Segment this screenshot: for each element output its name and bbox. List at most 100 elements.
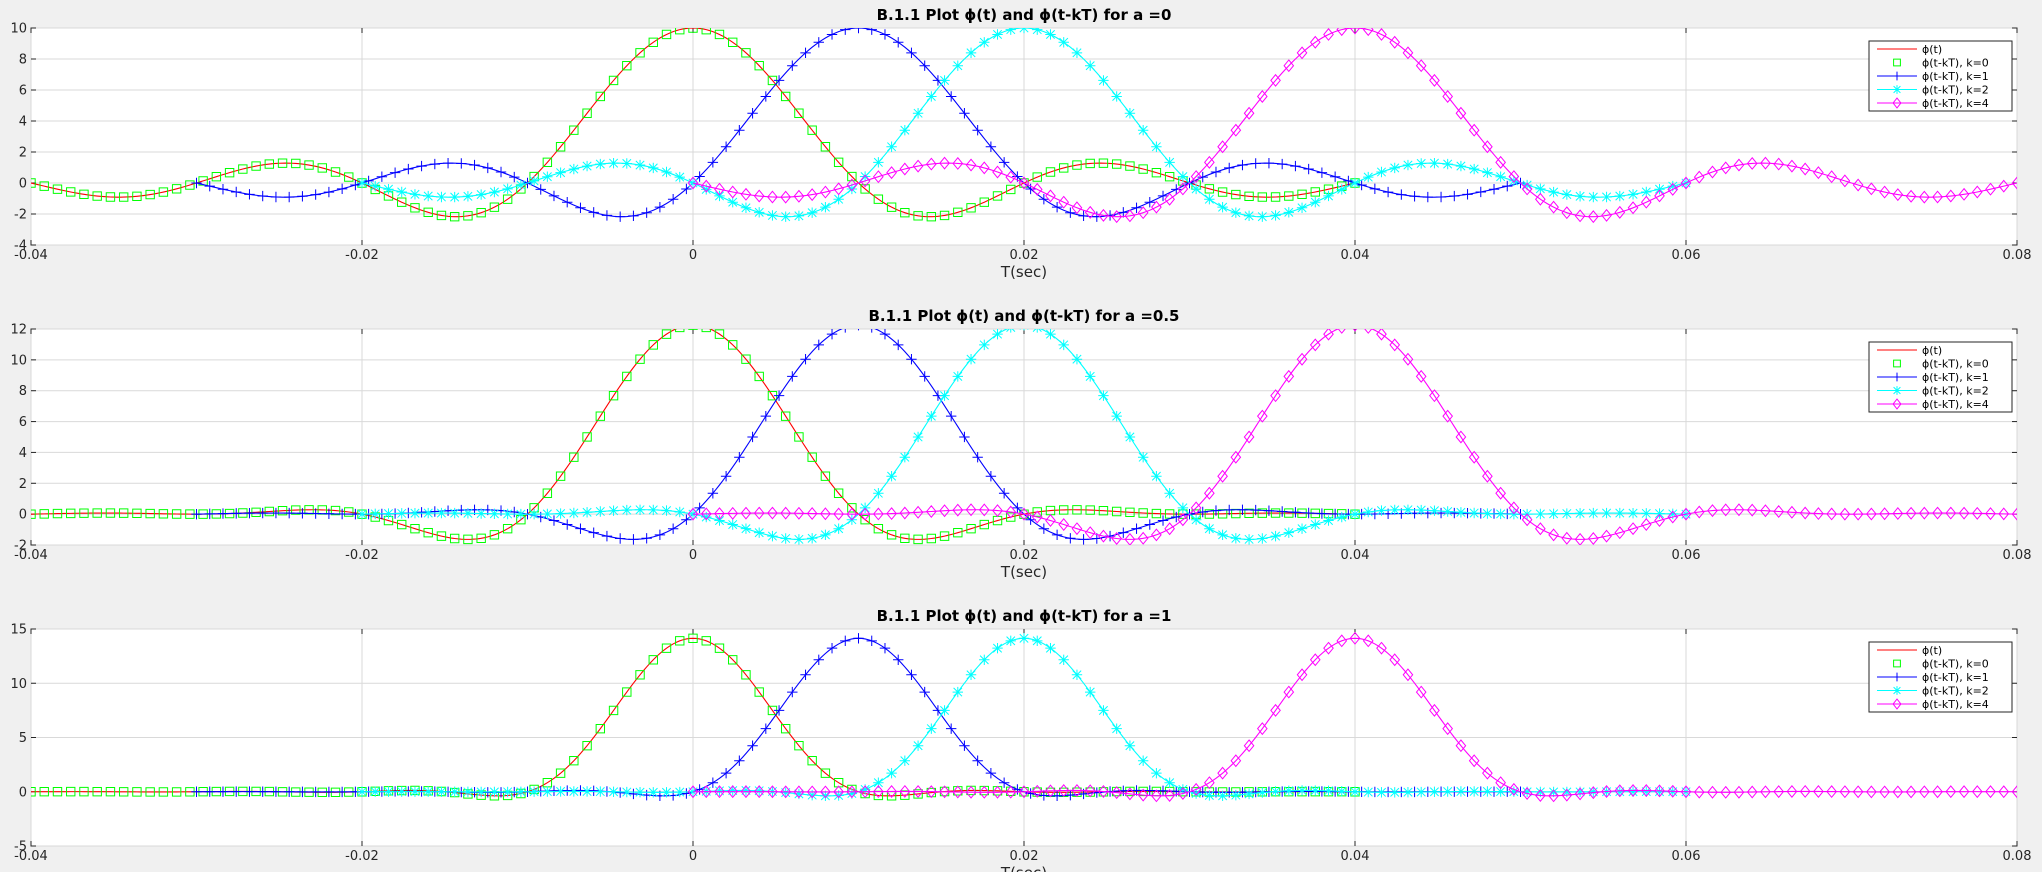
series-point-1: [344, 172, 354, 182]
series-point-3: [370, 786, 381, 797]
series-point-3: [409, 189, 421, 200]
series-point-1: [1323, 786, 1334, 797]
series-point-2: [1157, 515, 1169, 526]
series-point-1: [688, 329, 698, 330]
legend-box: [1868, 40, 2013, 112]
series-point-3: [1270, 786, 1281, 797]
series-point-3: [489, 786, 500, 798]
series-point-4: [740, 187, 752, 201]
series-point-3: [1363, 171, 1374, 183]
series-point-4: [1627, 201, 1639, 215]
series-point-3: [846, 788, 858, 799]
series-point-1: [569, 452, 579, 462]
series-point-1: [1072, 160, 1082, 170]
series-point-2: [641, 207, 652, 218]
series-point-3: [992, 29, 1003, 40]
series-point-2: [601, 530, 613, 542]
series-point-2: [614, 533, 626, 544]
series-point-3: [806, 533, 818, 544]
x-axis-label: T(sec): [1000, 563, 1047, 581]
series-point-1: [489, 530, 500, 540]
series-point-4: [714, 785, 725, 799]
series-point-4: [912, 159, 924, 173]
series-point-4: [1429, 73, 1440, 87]
series-point-3: [396, 186, 407, 198]
series-point-4: [687, 176, 699, 190]
series-point-3: [1402, 159, 1414, 171]
legend: ϕ(t)ϕ(t-kT), k=0ϕ(t-kT), k=1ϕ(t-kT), k=2…: [1868, 40, 2013, 112]
series-point-3: [1085, 371, 1096, 382]
series-point-2: [283, 191, 295, 203]
series-point-4: [1614, 784, 1626, 798]
series-point-4: [1521, 513, 1533, 527]
series-point-4: [939, 785, 950, 799]
series-point-1: [833, 157, 844, 168]
series-point-3: [1468, 507, 1480, 519]
series-point-3: [1429, 786, 1440, 798]
series-point-1: [92, 786, 102, 797]
series-point-1: [1244, 191, 1254, 201]
series-point-1: [953, 527, 963, 538]
y-tick-label: 15: [10, 623, 27, 638]
series-point-2: [972, 755, 983, 766]
series-point-1: [714, 643, 725, 653]
series-point-3: [1257, 787, 1268, 798]
series-point-3: [674, 506, 685, 518]
series-point-3: [1137, 755, 1149, 766]
series-point-3: [886, 141, 897, 152]
series-point-4: [1204, 776, 1215, 790]
series-point-4: [1364, 329, 1373, 334]
series-point-4: [1640, 518, 1652, 531]
series-point-4: [1256, 409, 1268, 423]
series-point-1: [741, 670, 751, 680]
series-point-1: [264, 786, 275, 797]
series-point-2: [336, 183, 348, 195]
series-point-4: [1813, 166, 1824, 180]
series-point-2: [270, 786, 282, 797]
series-point-4: [793, 189, 805, 203]
series-point-1: [688, 633, 698, 644]
series-point-1: [1085, 505, 1095, 515]
series-point-1: [52, 786, 63, 797]
plot-title: B.1.1 Plot ϕ(t) and ϕ(t-kT) for a =1: [877, 607, 1172, 625]
series-point-2: [893, 654, 904, 665]
series-point-1: [52, 508, 63, 519]
series-point-1: [820, 471, 831, 481]
series-point-3: [820, 529, 831, 541]
x-tick-label: 0.08: [2003, 248, 2032, 263]
series-point-2: [562, 519, 573, 530]
series-point-3: [952, 371, 963, 382]
series-point-1: [489, 202, 500, 212]
series-point-3: [754, 785, 765, 796]
series-point-1: [595, 723, 606, 734]
series-point-2: [1171, 184, 1182, 195]
series-point-4: [1879, 185, 1890, 199]
series-point-1: [728, 37, 738, 47]
x-axis-label: T(sec): [1000, 263, 1047, 281]
series-point-4: [873, 170, 884, 184]
y-tick-label: 10: [10, 677, 27, 692]
series-point-3: [1416, 786, 1427, 798]
series-point-2: [204, 786, 215, 797]
series-point-3: [1071, 47, 1083, 59]
series-point-4: [1084, 205, 1096, 219]
series-point-3: [1177, 784, 1189, 795]
series-point-2: [244, 786, 255, 797]
series-point-4: [1945, 506, 1957, 520]
series-point-4: [1495, 776, 1506, 790]
series-point-4: [1296, 352, 1308, 366]
series-point-4: [727, 185, 739, 199]
series-point-1: [1045, 505, 1056, 516]
series-point-1: [648, 655, 658, 665]
series-point-4: [780, 506, 792, 520]
series-point-4: [1429, 703, 1440, 717]
series-point-2: [972, 125, 983, 136]
series-point-3: [1614, 190, 1625, 202]
series-point-2: [429, 158, 441, 170]
series-point-4: [1362, 28, 1374, 37]
series-point-4: [1879, 507, 1890, 521]
series-point-2: [826, 642, 838, 654]
series-point-4: [1177, 513, 1189, 527]
series-point-3: [1217, 790, 1228, 802]
series-point-3: [1455, 160, 1467, 172]
